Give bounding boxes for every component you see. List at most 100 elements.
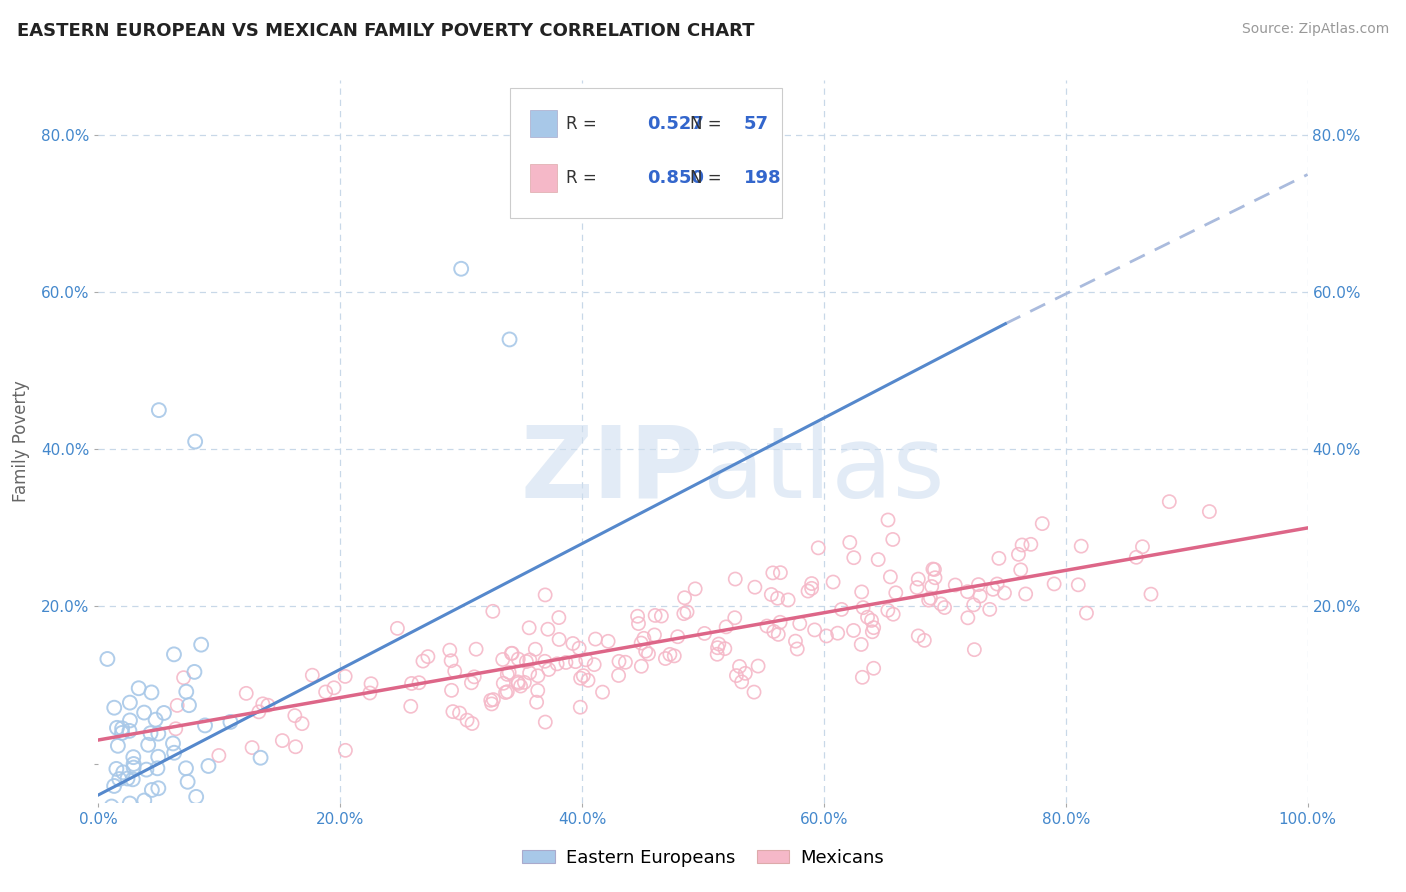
Point xyxy=(496,684,519,698)
Point xyxy=(634,644,657,658)
Point xyxy=(907,629,929,643)
Point xyxy=(924,562,946,576)
Point xyxy=(851,670,873,684)
Point xyxy=(633,632,655,646)
Point xyxy=(360,677,382,691)
Point xyxy=(148,781,170,796)
Point xyxy=(993,586,1015,600)
Point xyxy=(561,636,583,650)
Point xyxy=(1007,547,1029,561)
Point xyxy=(575,653,598,667)
Point xyxy=(141,783,163,797)
Point xyxy=(785,634,807,648)
Point xyxy=(724,572,747,586)
Point xyxy=(145,713,167,727)
Point xyxy=(387,621,409,635)
Point xyxy=(461,716,484,731)
Point xyxy=(879,570,901,584)
Point xyxy=(706,640,728,655)
Point xyxy=(664,648,686,663)
Text: 0.527: 0.527 xyxy=(647,115,704,133)
Point xyxy=(194,718,217,732)
Point xyxy=(969,589,991,603)
Point xyxy=(495,685,517,699)
Point xyxy=(766,591,789,606)
Point xyxy=(118,797,141,811)
Point xyxy=(1019,537,1042,551)
Point xyxy=(576,673,599,688)
Point xyxy=(128,681,150,696)
Point xyxy=(823,575,845,590)
Point xyxy=(1070,539,1092,553)
Point xyxy=(534,588,557,602)
Point xyxy=(569,671,592,685)
Point xyxy=(877,513,900,527)
Point xyxy=(921,580,943,594)
Point xyxy=(183,665,205,679)
Point xyxy=(607,668,630,682)
Point xyxy=(416,649,439,664)
Point xyxy=(107,819,129,833)
Point xyxy=(654,651,676,665)
Point xyxy=(803,623,825,637)
Point xyxy=(815,629,838,643)
Point xyxy=(257,698,280,713)
Point xyxy=(176,774,198,789)
Point xyxy=(291,716,314,731)
Point xyxy=(769,566,792,580)
Point xyxy=(769,615,792,630)
Point xyxy=(876,603,898,617)
Point xyxy=(963,598,986,612)
Point xyxy=(860,614,883,628)
Point xyxy=(481,697,503,711)
Point xyxy=(501,646,523,660)
Point xyxy=(284,708,307,723)
Point xyxy=(963,642,986,657)
Point xyxy=(315,685,337,699)
Text: N =: N = xyxy=(690,115,727,133)
Point xyxy=(517,621,540,635)
Point xyxy=(630,636,652,650)
Point xyxy=(747,659,769,673)
Point xyxy=(755,619,778,633)
Point xyxy=(583,657,606,672)
Point xyxy=(121,772,143,787)
Point xyxy=(186,789,208,804)
Point xyxy=(148,403,170,417)
Point xyxy=(856,610,879,624)
Point xyxy=(693,626,716,640)
Point xyxy=(456,713,478,727)
Point xyxy=(506,674,529,689)
Point xyxy=(868,552,890,566)
Point xyxy=(118,714,141,728)
Point xyxy=(643,628,665,642)
Point xyxy=(162,736,184,750)
Point xyxy=(572,668,595,682)
Point xyxy=(122,761,145,775)
Point xyxy=(644,608,666,623)
Point xyxy=(1011,538,1033,552)
Point xyxy=(725,668,748,682)
Point xyxy=(94,819,117,833)
Point xyxy=(118,723,141,738)
Point xyxy=(831,602,853,616)
Legend: Eastern Europeans, Mexicans: Eastern Europeans, Mexicans xyxy=(515,842,891,874)
Point xyxy=(235,686,257,700)
Point xyxy=(449,706,471,720)
Point xyxy=(683,582,706,596)
Point xyxy=(135,763,157,777)
Point xyxy=(555,656,578,670)
Point xyxy=(882,533,904,547)
Point xyxy=(862,661,884,675)
Point xyxy=(707,637,730,651)
Point xyxy=(440,654,463,668)
Point xyxy=(134,793,156,807)
Point xyxy=(174,684,197,698)
Point xyxy=(148,749,170,764)
Point xyxy=(967,577,990,591)
Point xyxy=(630,659,652,673)
Point xyxy=(842,624,865,638)
Point xyxy=(163,648,186,662)
Point xyxy=(706,647,728,661)
Point xyxy=(907,572,929,586)
